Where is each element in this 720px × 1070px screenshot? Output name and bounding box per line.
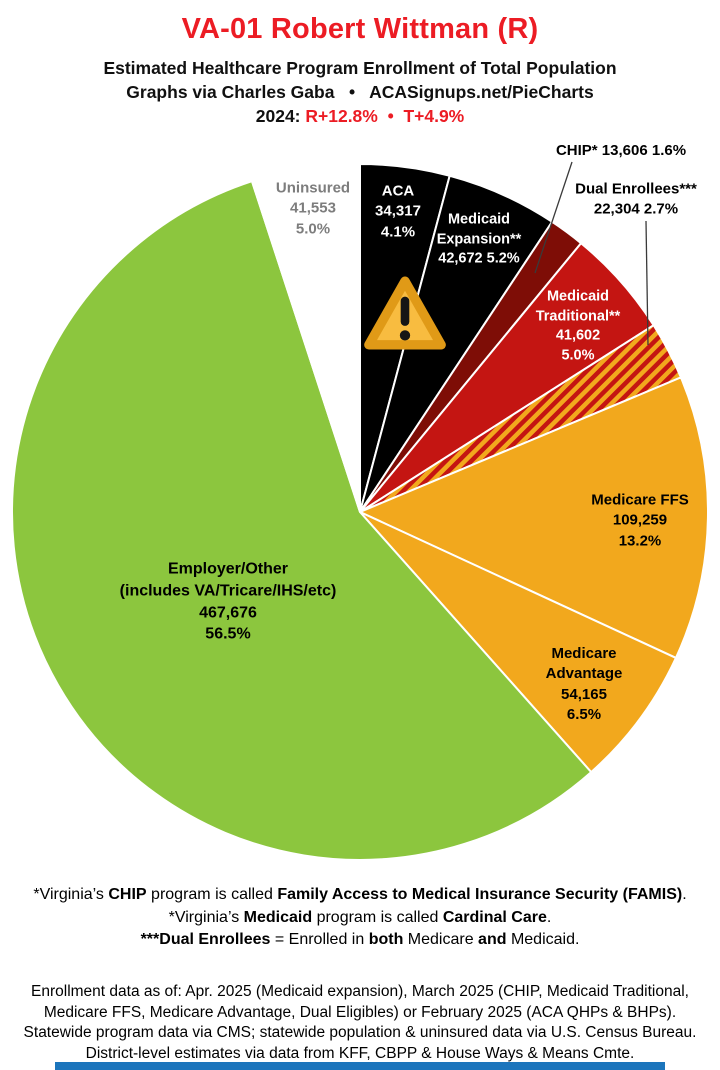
pie-label-medicaid-traditional: Medicaid Traditional** 41,602 5.0%: [536, 288, 621, 367]
source-line: Medicare FFS, Medicare Advantage, Dual E…: [43, 1003, 677, 1021]
label-line: 6.5%: [566, 706, 602, 724]
exclamation-bar: [400, 296, 410, 326]
exclamation-dot: [399, 330, 411, 341]
warning-icon: [364, 276, 446, 350]
label-line: Uninsured: [275, 179, 351, 197]
label-line: 41,602: [555, 328, 601, 344]
source-line: District-level estimates via data from K…: [85, 1044, 635, 1062]
pie-label-chip: CHIP* 13,606 1.6%: [556, 141, 686, 161]
label-line: 54,165: [561, 686, 607, 703]
footnote-chip: *Virginia’s CHIP program is called Famil…: [33, 886, 687, 903]
pie-label-dual-enrollees: Dual Enrollees*** 22,304 2.7%: [575, 180, 697, 221]
pie-label-medicare-ffs: Medicare FFS 109,259 13.2%: [591, 490, 689, 551]
label-line: Traditional**: [535, 308, 621, 325]
label-line: 5.0%: [561, 347, 595, 364]
leader-line-dual-enrollees: [645, 220, 649, 346]
label-line: 109,259: [612, 511, 668, 529]
footnote-dual: ***Dual Enrollees = Enrolled in both Med…: [140, 931, 580, 948]
source-line: Enrollment data as of: Apr. 2025 (Medica…: [31, 983, 689, 1000]
label-line: 22,304 2.7%: [593, 201, 679, 218]
chart-credit: Graphs via Charles Gaba • ACASignups.net…: [126, 82, 594, 102]
pie-slice-uninsured: [250, 163, 361, 513]
label-line: CHIP* 13,606 1.6%: [555, 141, 687, 159]
label-line: 5.0%: [295, 220, 331, 238]
pie-slice-employer-other: [11, 180, 593, 861]
label-line: 56.5%: [205, 625, 251, 643]
leader-line-chip: [534, 161, 573, 274]
label-line: Advantage: [545, 665, 623, 683]
chart-subtitle: Estimated Healthcare Program Enrollment …: [103, 58, 617, 78]
label-line: Dual Enrollees***: [575, 180, 697, 198]
election-margin-line: 2024: R+12.8% • T+4.9%: [255, 106, 465, 126]
label-line: 4.1%: [380, 223, 416, 241]
label-line: Expansion**: [436, 231, 522, 248]
label-line: ACA: [381, 182, 415, 200]
pie-slice-medicare-advantage: [359, 511, 677, 774]
label-line: 42,672 5.2%: [438, 250, 520, 267]
pie-slice-medicare-ffs: [359, 376, 709, 659]
pie-label-medicare-advantage: Medicare Advantage 54,165 6.5%: [546, 644, 623, 726]
label-line: Medicare FFS: [591, 491, 689, 509]
label-line: 13.2%: [618, 532, 662, 550]
footer-blue-bar: [55, 1062, 665, 1070]
label-line: 467,676: [199, 604, 257, 621]
label-line: Medicare: [551, 645, 617, 663]
source-notes: Enrollment data as of: Apr. 2025 (Medica…: [0, 982, 720, 1064]
label-line: Medicaid: [447, 211, 511, 228]
label-line: Employer/Other: [167, 560, 289, 578]
label-line: Medicaid: [546, 288, 610, 305]
page-title: VA-01 Robert Wittman (R): [181, 13, 539, 45]
pie-label-uninsured: Uninsured 41,553 5.0%: [276, 178, 350, 239]
label-line: 34,317: [375, 202, 421, 220]
source-line: Statewide program data via CMS; statewid…: [23, 1024, 697, 1041]
footnotes: *Virginia’s CHIP program is called Famil…: [0, 884, 720, 952]
label-line: (includes VA/Tricare/IHS/etc): [119, 582, 337, 600]
pie-label-employer-other: Employer/Other (includes VA/Tricare/IHS/…: [120, 559, 337, 646]
footnote-medicaid: *Virginia’s Medicaid program is called C…: [168, 908, 552, 926]
label-line: 41,553: [290, 199, 336, 217]
pie-label-medicaid-expansion: Medicaid Expansion** 42,672 5.2%: [437, 210, 522, 269]
pie-label-aca: ACA 34,317 4.1%: [375, 181, 421, 242]
